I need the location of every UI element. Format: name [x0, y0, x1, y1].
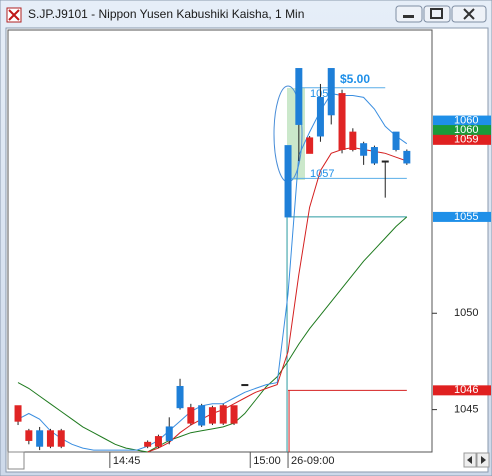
candle-body: [381, 160, 389, 163]
candle-body: [403, 150, 411, 164]
candle-body: [154, 436, 162, 447]
x-tick-label: 15:00: [253, 455, 281, 467]
price-marker-label: 1060: [454, 114, 478, 126]
candle-body: [165, 426, 173, 441]
candle-body: [219, 405, 227, 424]
minimize-glyph: [403, 15, 414, 18]
candle-body: [306, 137, 314, 154]
candle-body: [370, 147, 378, 164]
measure-label: $5.00: [340, 72, 370, 86]
candle-body: [338, 93, 346, 150]
x-tick-label: 14:45: [113, 455, 141, 467]
candle-body: [198, 405, 206, 426]
candle-body: [187, 407, 195, 424]
plot-area: [7, 29, 433, 453]
candle-body: [316, 96, 324, 137]
price-marker-label: 1060: [454, 124, 478, 136]
price-marker-label: 1055: [454, 211, 478, 223]
y-tick-label: 1050: [454, 307, 478, 319]
window-title: S.JP.J9101 - Nippon Yusen Kabushiki Kais…: [28, 7, 304, 21]
candle-body: [208, 407, 216, 424]
price-marker: [433, 125, 491, 136]
x-tick-label: 26-09:00: [291, 455, 334, 467]
candle-body: [144, 441, 152, 447]
price-marker: [433, 134, 491, 145]
candle-body: [392, 131, 400, 150]
scroll-left-glyph: [467, 456, 472, 464]
price-marker-label: 1046: [454, 384, 478, 396]
candle-body: [241, 384, 249, 387]
level-label: 1057: [310, 168, 334, 180]
candle-body: [25, 430, 33, 441]
candle-body: [327, 68, 335, 116]
candle-body: [349, 131, 357, 150]
candle-body: [230, 405, 238, 424]
close-glyph: [463, 8, 475, 20]
plot-layer: 1045 1050 14:45 15:00 26-09:00 105 1057 1060106…: [14, 68, 491, 468]
candle-body: [14, 405, 22, 422]
level-label: 105: [310, 88, 328, 100]
y-tick-label: 1045: [454, 404, 478, 416]
candle-body: [295, 68, 303, 125]
scroll-right-glyph: [481, 456, 486, 464]
candle-body: [57, 430, 65, 447]
candle-body: [284, 145, 292, 218]
price-marker-label: 1059: [454, 134, 478, 146]
candle-body: [176, 385, 184, 409]
candle-body: [36, 430, 44, 447]
price-marker: [433, 385, 491, 396]
minimize-button[interactable]: [395, 5, 423, 23]
price-marker: [433, 115, 491, 126]
corner-box: [7, 451, 25, 470]
price-marker: [433, 211, 491, 222]
candle-body: [46, 430, 54, 447]
app-icon-glyph: [8, 9, 20, 21]
indicator-line: [17, 216, 408, 453]
maximize-glyph: [430, 8, 443, 19]
candle-body: [360, 143, 368, 156]
